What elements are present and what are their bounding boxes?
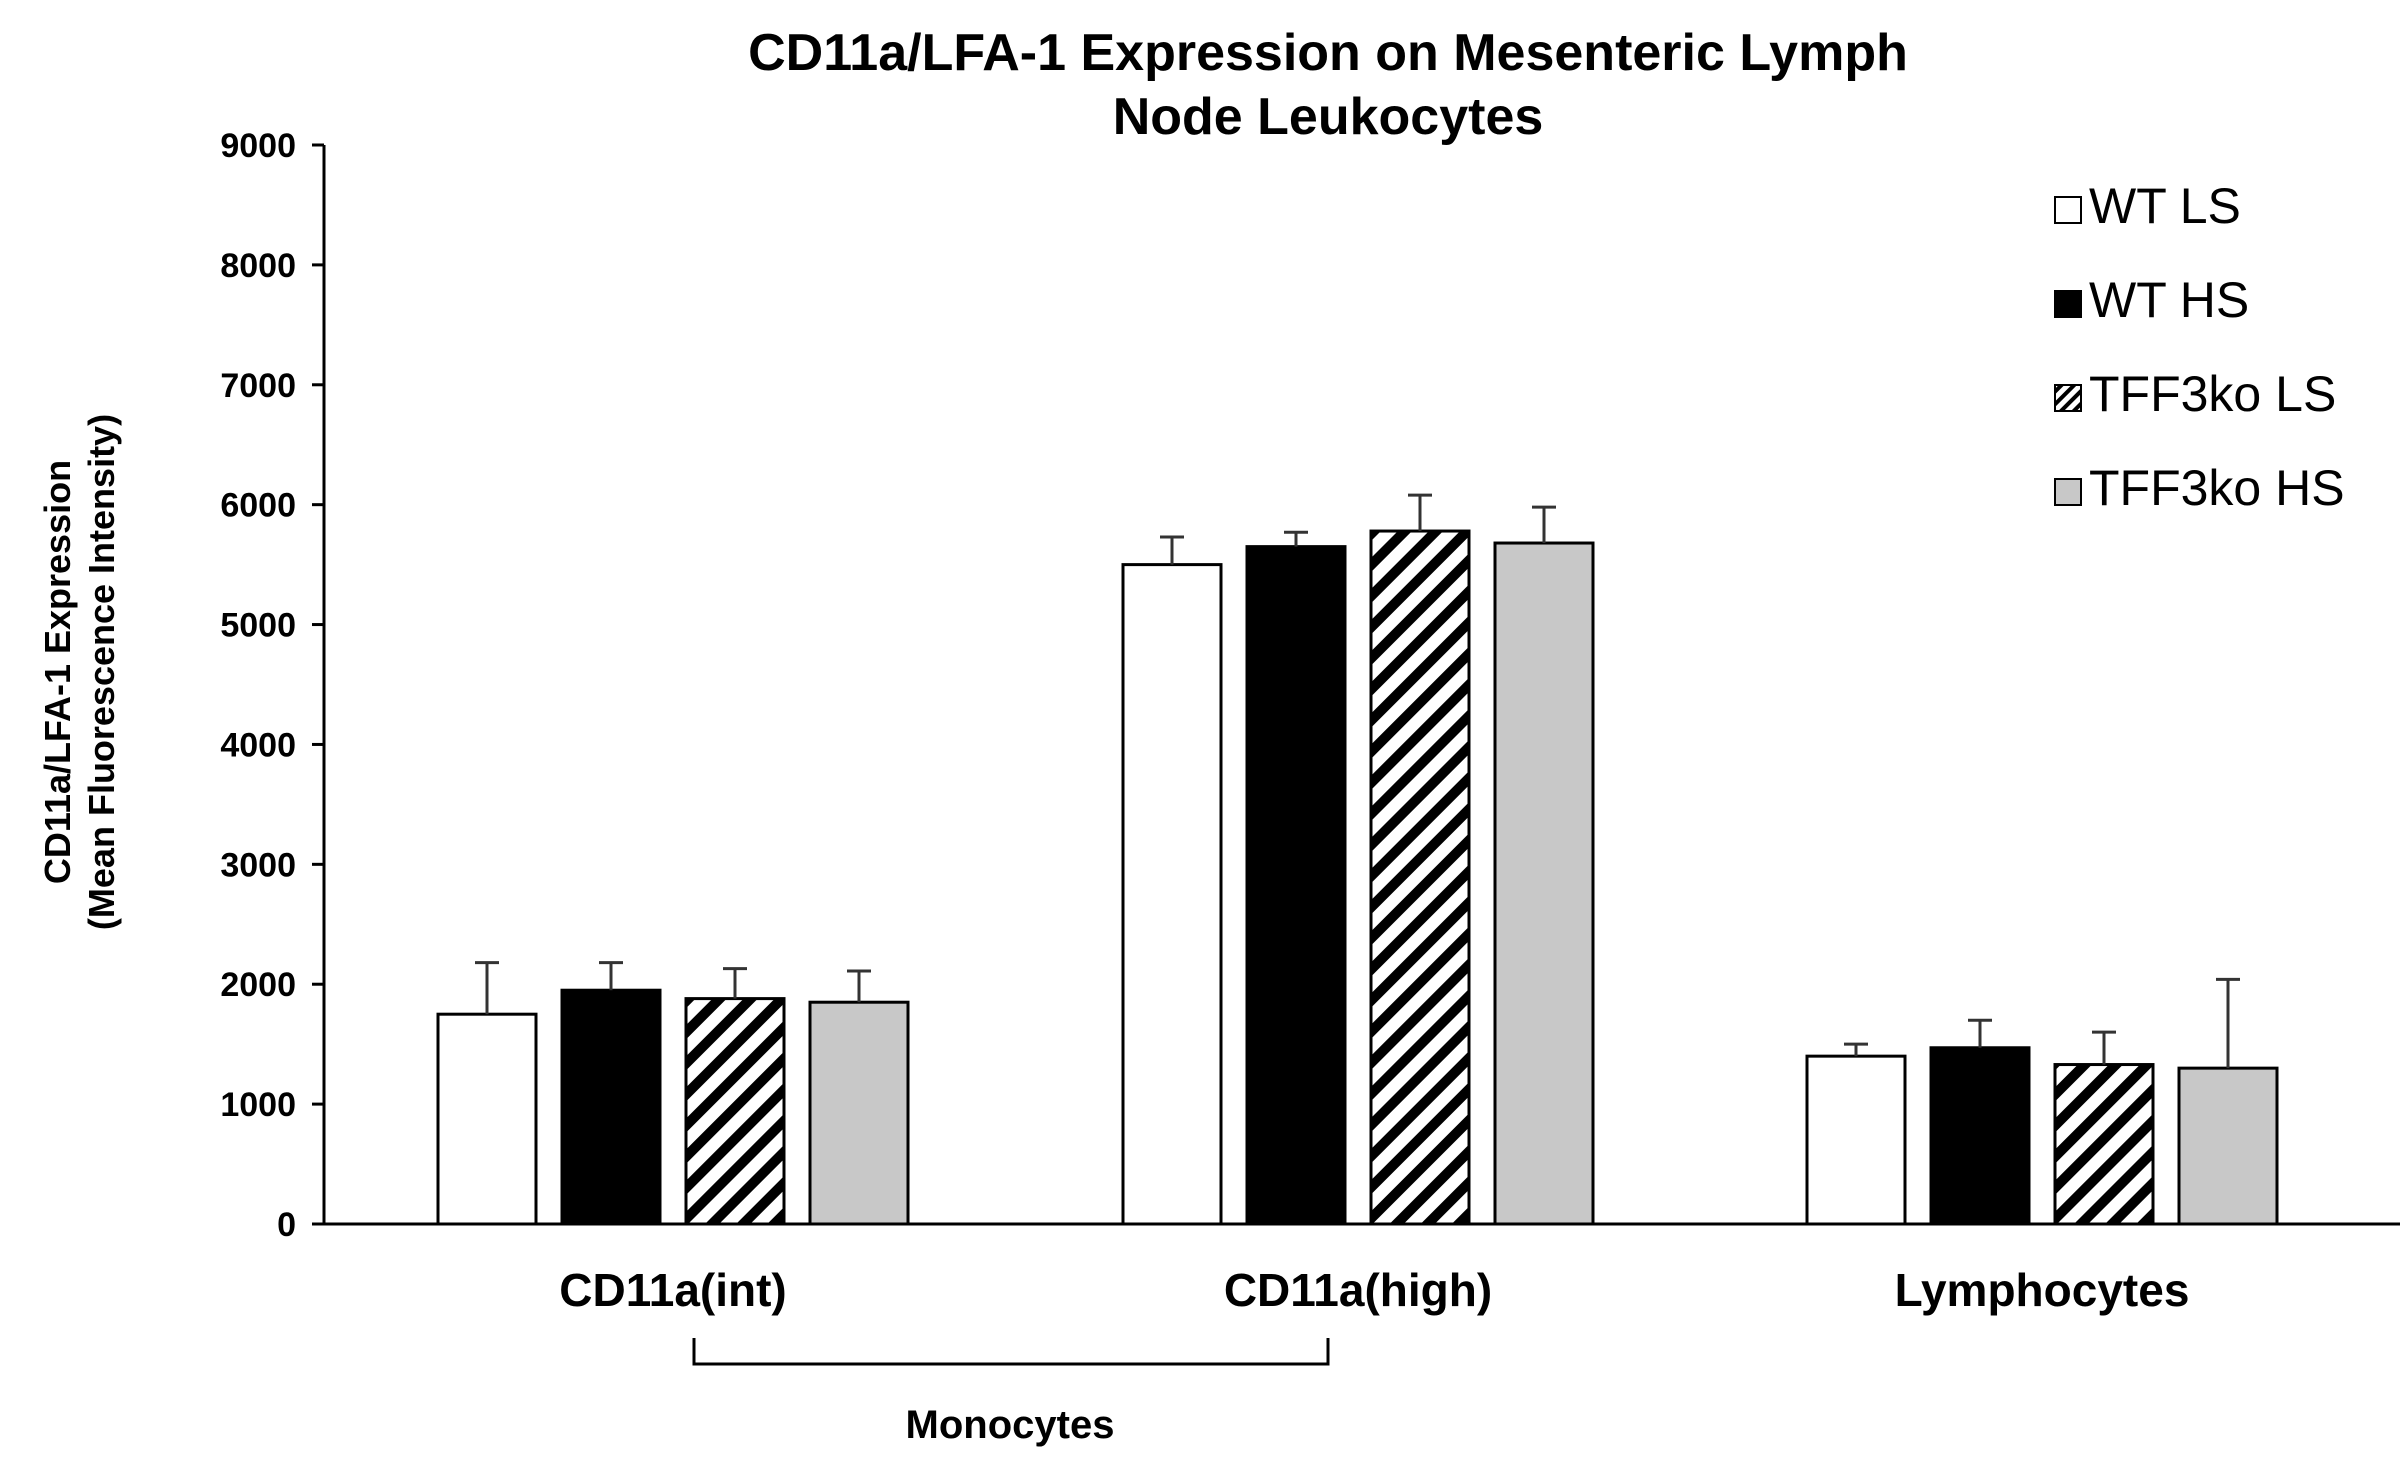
y-tick-label: 3000 <box>220 846 296 884</box>
bar-cd11a-int-tff3ko-hs <box>808 1000 910 1226</box>
bar-cd11a-high-wt-hs <box>1245 545 1347 1226</box>
y-tick-label: 0 <box>277 1206 296 1244</box>
legend-label-wt-hs: WT HS <box>2089 272 2249 328</box>
bar-cd11a-int-wt-ls <box>436 1012 538 1226</box>
bar-lymphocytes-tff3ko-hs <box>2177 1066 2279 1226</box>
legend-swatch-wt-hs <box>2054 290 2082 318</box>
legend-label-tff3ko-hs: TFF3ko HS <box>2089 460 2345 516</box>
bar-lymphocytes-wt-ls <box>1805 1054 1907 1226</box>
y-axis-ticks: 0 1000 2000 3000 4000 5000 6000 7000 8000 9000 <box>220 127 324 1244</box>
legend: WT LS WT HS TFF3ko LS TFF3ko HS <box>2054 178 2345 516</box>
y-tick-label: 4000 <box>220 726 296 764</box>
y-axis-title-line-2: (Mean Fluorescence Intensity) <box>81 414 122 930</box>
legend-swatch-tff3ko-ls <box>2054 384 2082 412</box>
category-label-lymphocytes: Lymphocytes <box>1895 1264 2190 1316</box>
legend-label-wt-ls: WT LS <box>2089 178 2241 234</box>
bar-cd11a-high-wt-ls <box>1121 563 1223 1226</box>
chart-title-line-1: CD11a/LFA-1 Expression on Mesenteric Lym… <box>748 24 1908 82</box>
category-label-cd11a-high: CD11a(high) <box>1224 1264 1492 1316</box>
bar-lymphocytes-wt-hs <box>1929 1046 2031 1226</box>
bar-cd11a-high-tff3ko-ls <box>1369 529 1471 1226</box>
monocytes-bracket <box>692 1338 1330 1366</box>
y-tick-label: 8000 <box>220 247 296 285</box>
bar-cd11a-high-tff3ko-hs <box>1493 541 1595 1226</box>
category-label-cd11a-int: CD11a(int) <box>559 1264 786 1316</box>
bar-series <box>436 493 2279 1226</box>
bar-cd11a-int-tff3ko-ls <box>684 997 786 1226</box>
legend-label-tff3ko-ls: TFF3ko LS <box>2089 366 2336 422</box>
monocytes-bracket-label: Monocytes <box>906 1403 1115 1447</box>
bar-lymphocytes-tff3ko-ls <box>2053 1063 2155 1226</box>
y-tick-label: 6000 <box>220 487 296 525</box>
y-tick-label: 9000 <box>220 127 296 165</box>
legend-swatch-tff3ko-hs <box>2054 478 2082 506</box>
y-tick-label: 7000 <box>220 367 296 405</box>
y-tick-label: 2000 <box>220 966 296 1004</box>
y-axis-title-line-1: CD11a/LFA-1 Expression <box>37 460 78 884</box>
y-axis-title: CD11a/LFA-1 Expression (Mean Fluorescenc… <box>37 414 122 930</box>
bar-cd11a-int-wt-hs <box>560 988 662 1226</box>
legend-swatch-wt-ls <box>2054 196 2082 224</box>
y-tick-label: 1000 <box>220 1086 296 1124</box>
chart-title-line-2: Node Leukocytes <box>1113 88 1544 146</box>
y-tick-label: 5000 <box>220 607 296 645</box>
